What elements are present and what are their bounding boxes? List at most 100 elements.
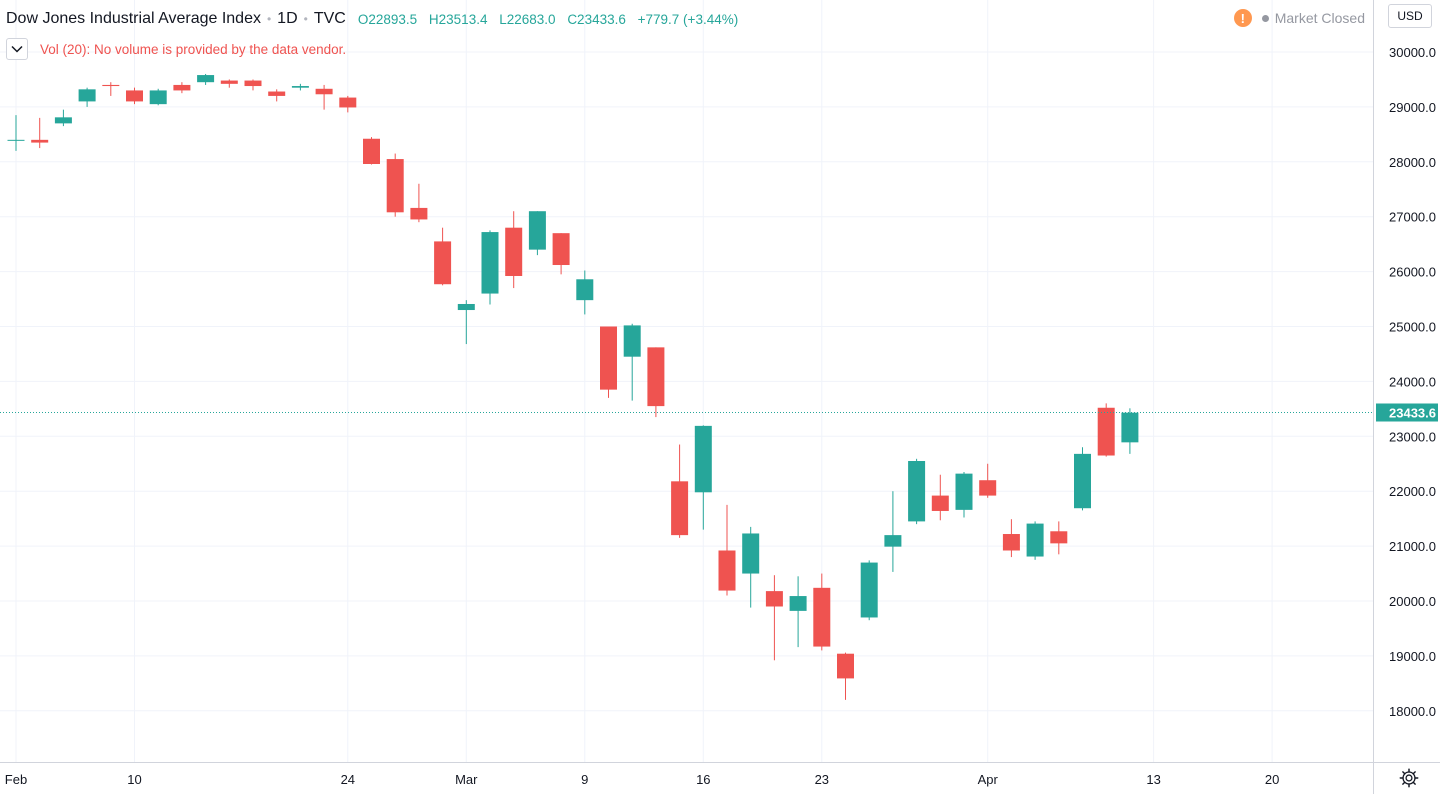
- candle: [884, 491, 902, 572]
- candle: [197, 73, 215, 85]
- candle-body: [647, 347, 665, 407]
- candle-body: [505, 227, 523, 276]
- warning-icon[interactable]: !: [1233, 9, 1252, 27]
- y-tick-label: 29000.0: [1389, 100, 1436, 115]
- candle-body: [600, 326, 617, 390]
- y-tick-label: 19000.0: [1389, 649, 1436, 664]
- gear-icon[interactable]: [1398, 767, 1420, 789]
- y-tick-label: 22000.0: [1389, 484, 1436, 499]
- candle: [7, 115, 25, 151]
- candle: [552, 233, 570, 275]
- candle: [149, 88, 167, 106]
- x-tick-label: Feb: [5, 772, 27, 787]
- candle-body: [315, 88, 333, 95]
- change-value: +779.7 (+3.44%): [637, 11, 739, 27]
- candle-body: [789, 596, 807, 611]
- candle-body: [126, 90, 143, 102]
- separator-dot: •: [266, 12, 272, 26]
- candle-body: [149, 90, 167, 105]
- candle: [789, 576, 807, 648]
- interval-label[interactable]: 1D: [277, 10, 298, 27]
- chart-grid: [0, 0, 1373, 762]
- x-tick-label: 9: [581, 772, 588, 787]
- candle-body: [220, 80, 238, 84]
- candle: [173, 82, 191, 94]
- candle-body: [1074, 453, 1091, 509]
- candle: [1097, 403, 1115, 457]
- last-price-label: 23433.6: [1389, 405, 1436, 420]
- candle-body: [1002, 534, 1020, 551]
- candle: [647, 347, 665, 418]
- candle: [1074, 447, 1091, 511]
- candle: [931, 474, 949, 521]
- status-dot-icon: [1261, 14, 1269, 22]
- candle: [481, 230, 499, 305]
- y-tick-label: 28000.0: [1389, 155, 1436, 170]
- y-tick-label: 27000.0: [1389, 210, 1436, 225]
- candle-body: [54, 117, 72, 124]
- candlestick-series: [7, 73, 1139, 700]
- candle: [291, 83, 309, 91]
- candle-body: [908, 461, 926, 522]
- candle-body: [78, 89, 96, 102]
- candle-body: [1050, 531, 1068, 544]
- candle: [955, 471, 973, 518]
- exchange-label: TVC: [313, 10, 346, 27]
- last-price-label-bg: [1376, 403, 1438, 422]
- candle-body: [931, 495, 949, 511]
- candle: [576, 270, 594, 315]
- candle: [694, 425, 712, 530]
- candle: [31, 117, 49, 149]
- currency-button[interactable]: USD: [1388, 4, 1432, 28]
- candle: [505, 211, 523, 289]
- candle: [837, 652, 854, 700]
- candle-body: [410, 207, 428, 220]
- candle-body: [1097, 407, 1115, 456]
- separator-dot: •: [303, 12, 308, 26]
- low-value: L22683.0: [499, 11, 556, 27]
- candle-body: [197, 75, 215, 83]
- collapse-button[interactable]: [6, 38, 28, 60]
- candle-body: [742, 533, 760, 574]
- candle-body: [339, 97, 357, 108]
- x-tick-label: Apr: [978, 772, 999, 787]
- candle: [1121, 408, 1139, 454]
- candle-body: [173, 84, 191, 91]
- x-tick-label: 10: [127, 772, 141, 787]
- candle: [718, 504, 736, 596]
- chevron-down-icon: [11, 45, 23, 53]
- candle-body: [884, 535, 902, 547]
- candle: [457, 300, 475, 345]
- symbol-title[interactable]: Dow Jones Industrial Average Index: [6, 10, 261, 27]
- candle-body: [434, 241, 452, 285]
- candle-body: [623, 325, 641, 357]
- candle-body: [694, 425, 712, 493]
- candle-body: [528, 211, 546, 250]
- volume-indicator-row: Vol (20): No volume is provided by the d…: [6, 37, 346, 61]
- candle: [339, 95, 357, 113]
- ohlc-values: O22893.5 H23513.4 L22683.0 C23433.6 +779…: [358, 12, 746, 27]
- candle-body: [765, 591, 783, 607]
- candle: [363, 137, 380, 165]
- y-tick-label: 25000.0: [1389, 320, 1436, 335]
- open-value: O22893.5: [357, 11, 418, 27]
- candle: [1050, 521, 1068, 555]
- candle-body: [457, 303, 475, 311]
- candle-body: [860, 562, 878, 618]
- candle-body: [1121, 412, 1139, 443]
- candle-body: [837, 653, 854, 679]
- chart-legend-header: Dow Jones Industrial Average Index • 1D …: [6, 8, 746, 30]
- candle: [102, 82, 120, 96]
- x-tick-label: 13: [1146, 772, 1160, 787]
- volume-notice: Vol (20): No volume is provided by the d…: [40, 41, 347, 57]
- x-tick-label: 23: [815, 772, 829, 787]
- candle-body: [979, 480, 997, 496]
- candle-body: [386, 159, 404, 213]
- candle-body: [244, 80, 262, 87]
- market-status-label: Market Closed: [1274, 10, 1365, 26]
- candle: [1002, 519, 1020, 558]
- y-tick-label: 30000.0: [1389, 45, 1436, 60]
- y-tick-label: 24000.0: [1389, 374, 1436, 389]
- candle-body: [671, 481, 689, 536]
